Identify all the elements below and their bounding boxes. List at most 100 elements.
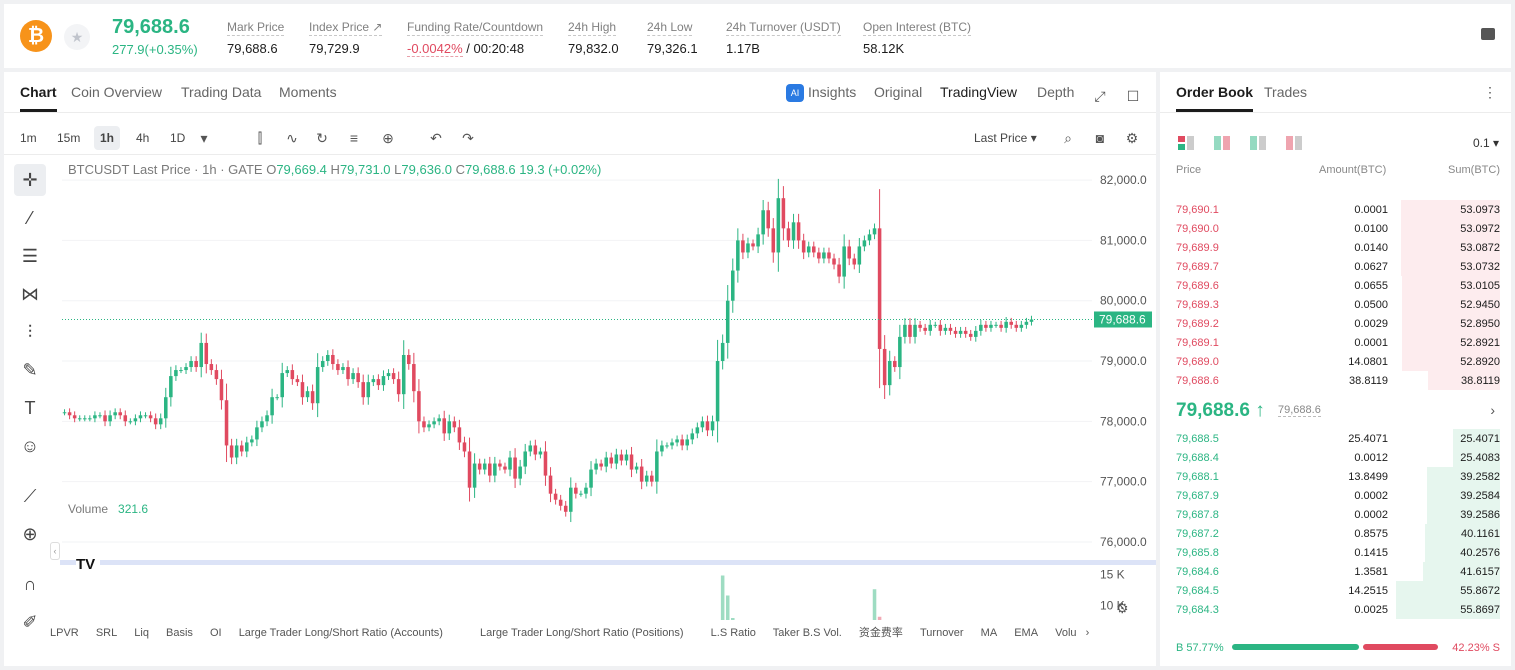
row-amount: 0.0627: [1354, 261, 1388, 273]
chart-panel: Chart Coin Overview Trading Data Moments…: [4, 72, 1156, 666]
bid-row[interactable]: 79,684.3 0.0025 55.8697: [1176, 600, 1500, 619]
precision-select[interactable]: 0.1 ▾: [1472, 136, 1499, 150]
ask-row[interactable]: 79,689.1 0.0001 52.8921: [1176, 333, 1500, 352]
replay-icon[interactable]: ↻: [316, 130, 328, 146]
ask-row[interactable]: 79,689.2 0.0029 52.8950: [1176, 314, 1500, 333]
ask-row[interactable]: 79,690.1 0.0001 53.0973: [1176, 200, 1500, 219]
fib-icon[interactable]: ⫶: [27, 322, 33, 342]
ask-row[interactable]: 79,690.0 0.0100 53.0972: [1176, 219, 1500, 238]
candle-body: [123, 415, 128, 422]
bid-row[interactable]: 79,688.1 13.8499 39.2582: [1176, 467, 1500, 486]
indicator-volume[interactable]: Volu: [1055, 627, 1077, 639]
ask-row[interactable]: 79,689.0 14.0801 52.8920: [1176, 352, 1500, 371]
candle-body: [710, 421, 715, 431]
indicator-ma[interactable]: MA: [980, 627, 998, 639]
candle-type-icon[interactable]: ⫿: [257, 130, 263, 146]
camera-icon[interactable]: ◙: [1095, 130, 1105, 146]
crosshair-icon[interactable]: ✛: [14, 164, 46, 196]
ask-row[interactable]: 79,689.6 0.0655 53.0105: [1176, 276, 1500, 295]
indicator-ema[interactable]: EMA: [1014, 627, 1039, 639]
view-side-icon[interactable]: [1214, 136, 1230, 150]
pencil-lock-icon[interactable]: ✐: [22, 612, 38, 632]
horizontal-lines-icon[interactable]: ☰: [21, 246, 39, 266]
ask-row[interactable]: 79,688.6 38.8119 38.8119: [1176, 371, 1500, 390]
view-insights[interactable]: Insights: [808, 84, 857, 100]
indicator-basis[interactable]: Basis: [166, 627, 193, 639]
ask-row[interactable]: 79,689.9 0.0140 53.0872: [1176, 238, 1500, 257]
bid-row[interactable]: 79,688.5 25.4071 25.4071: [1176, 429, 1500, 448]
templates-icon[interactable]: ≡: [349, 130, 359, 146]
trendline-icon[interactable]: ⁄: [28, 208, 32, 228]
more-vertical-icon[interactable]: ⋮: [1483, 84, 1497, 100]
interval-1d[interactable]: 1D: [170, 131, 186, 145]
candle-body: [695, 427, 700, 434]
ask-row[interactable]: 79,689.3 0.0500 52.9450: [1176, 295, 1500, 314]
settings-small-icon[interactable]: ⚙: [1116, 600, 1129, 616]
bid-row[interactable]: 79,684.6 1.3581 41.6157: [1176, 562, 1500, 581]
expand-icon[interactable]: ⤢: [1094, 88, 1106, 104]
book-icon[interactable]: [1481, 28, 1495, 40]
price-type-select[interactable]: Last Price ▾: [974, 131, 1037, 145]
ask-row[interactable]: 79,689.7 0.0627 53.0732: [1176, 257, 1500, 276]
undo-icon[interactable]: ↶: [430, 130, 442, 146]
collapse-toolbar-icon[interactable]: ‹: [50, 542, 60, 560]
candle-body: [219, 379, 224, 401]
stat-index-price[interactable]: Index Price ↗ 79,729.9: [309, 18, 383, 56]
indicator-ls-positions[interactable]: Large Trader Long/Short Ratio (Positions…: [479, 627, 684, 639]
indicator-taker-vol[interactable]: Taker B.S Vol.: [772, 627, 842, 639]
chevron-right-icon[interactable]: ›: [1085, 627, 1090, 639]
indicator-turnover[interactable]: Turnover: [919, 627, 964, 639]
candle-body: [401, 354, 406, 395]
view-tradingview[interactable]: TradingView: [940, 84, 1018, 100]
indicator-funding-rate[interactable]: 资金费率: [858, 627, 903, 639]
favorite-star-icon[interactable]: ★: [64, 24, 90, 50]
price-chart[interactable]: 82,000.0 81,000.0 80,000.0 79,000.0 78,000.0…: [4, 154, 1156, 620]
text-tool-icon[interactable]: T: [24, 398, 36, 418]
tab-trades[interactable]: Trades: [1264, 84, 1308, 100]
brush-icon[interactable]: ✎: [22, 360, 38, 380]
tab-moments[interactable]: Moments: [279, 84, 337, 100]
view-asks-icon[interactable]: [1286, 136, 1302, 150]
candle-body: [584, 487, 588, 494]
search-icon[interactable]: ⌕: [1064, 130, 1072, 146]
indicator-srl[interactable]: SRL: [95, 627, 118, 639]
mid-price: 79,688.6 ↑: [1176, 400, 1265, 421]
view-bids-icon[interactable]: [1250, 136, 1266, 150]
emoji-icon[interactable]: ☺: [20, 436, 40, 456]
redo-icon[interactable]: ↷: [462, 130, 474, 146]
indicator-lpvr[interactable]: LPVR: [50, 627, 79, 639]
candle-body: [852, 258, 857, 265]
indicator-ls-ratio[interactable]: L.S Ratio: [710, 627, 756, 639]
magnet-icon[interactable]: ∩: [23, 574, 37, 594]
indicator-ls-accounts[interactable]: Large Trader Long/Short Ratio (Accounts): [238, 627, 443, 639]
tab-chart[interactable]: Chart: [20, 84, 57, 112]
chevron-right-icon[interactable]: ›: [1490, 402, 1495, 418]
bid-row[interactable]: 79,687.8 0.0002 39.2586: [1176, 505, 1500, 524]
indicators-icon[interactable]: ∿: [286, 130, 298, 146]
tab-trading-data[interactable]: Trading Data: [181, 84, 262, 100]
tab-order-book[interactable]: Order Book: [1176, 84, 1254, 112]
tab-coin-overview[interactable]: Coin Overview: [71, 84, 163, 100]
interval-15m[interactable]: 15m: [57, 131, 81, 145]
view-both-icon[interactable]: [1178, 136, 1194, 150]
view-depth[interactable]: Depth: [1037, 84, 1075, 100]
pattern-icon[interactable]: ⋈: [21, 284, 39, 304]
interval-4h[interactable]: 4h: [136, 131, 150, 145]
view-original[interactable]: Original: [874, 84, 923, 100]
bid-row[interactable]: 79,688.4 0.0012 25.4083: [1176, 448, 1500, 467]
bid-row[interactable]: 79,687.2 0.8575 40.1161: [1176, 524, 1500, 543]
interval-1m[interactable]: 1m: [20, 131, 37, 145]
bid-row[interactable]: 79,687.9 0.0002 39.2584: [1176, 486, 1500, 505]
interval-1h[interactable]: 1h: [94, 126, 121, 150]
gear-icon[interactable]: ⚙: [1125, 130, 1139, 146]
chevron-down-icon[interactable]: ▾: [200, 130, 208, 146]
add-indicator-icon[interactable]: ⊕: [382, 130, 394, 146]
indicator-oi[interactable]: OI: [210, 627, 222, 639]
bid-row[interactable]: 79,685.8 0.1415 40.2576: [1176, 543, 1500, 562]
zoom-in-icon[interactable]: ⊕: [22, 524, 38, 544]
maximize-icon[interactable]: ☐: [1126, 88, 1140, 104]
ruler-icon[interactable]: ⟋: [23, 486, 37, 506]
indicator-liq[interactable]: Liq: [134, 627, 149, 639]
bid-row[interactable]: 79,684.5 14.2515 55.8672: [1176, 581, 1500, 600]
candle-body: [67, 412, 72, 416]
